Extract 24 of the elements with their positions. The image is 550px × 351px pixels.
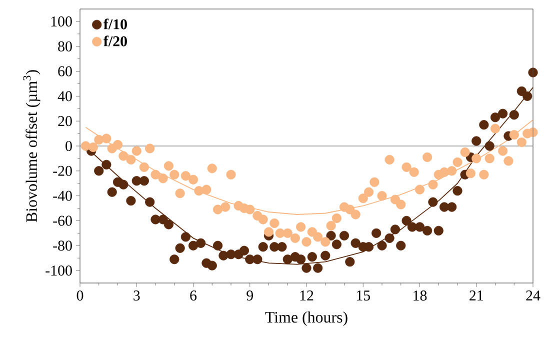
- x-axis-title: Time (hours): [265, 311, 348, 326]
- legend-label: f/10: [104, 18, 127, 30]
- y-tick-label: -80: [53, 240, 72, 251]
- y-tick-label: -20: [53, 166, 72, 176]
- x-tick-label: 0: [76, 290, 84, 301]
- y-tick-label: 20: [58, 116, 72, 126]
- x-tick-label: 3: [134, 290, 140, 301]
- x-tick-label: 9: [246, 290, 253, 301]
- x-tick-label: 21: [470, 290, 483, 300]
- legend-label: f/20: [104, 36, 127, 46]
- x-tick-label: 18: [414, 290, 427, 301]
- x-tick-label: 12: [300, 290, 314, 300]
- y-tick-label: -60: [53, 216, 72, 226]
- x-tick-label: 6: [190, 290, 197, 301]
- y-tick-label: -100: [46, 266, 72, 276]
- y-tick-label: 60: [58, 66, 72, 76]
- y-tick-label: 100: [51, 16, 72, 26]
- y-tick-label: -40: [53, 190, 72, 201]
- y-tick-label: 80: [58, 41, 72, 52]
- y-axis-title: Biovolume offset (µm$^{3}$): [23, 70, 40, 222]
- x-tick-label: 15: [356, 290, 370, 301]
- y-tick-label: 40: [58, 91, 72, 102]
- y-tick-label: 0: [66, 140, 72, 152]
- x-tick-label: 24: [526, 290, 540, 300]
